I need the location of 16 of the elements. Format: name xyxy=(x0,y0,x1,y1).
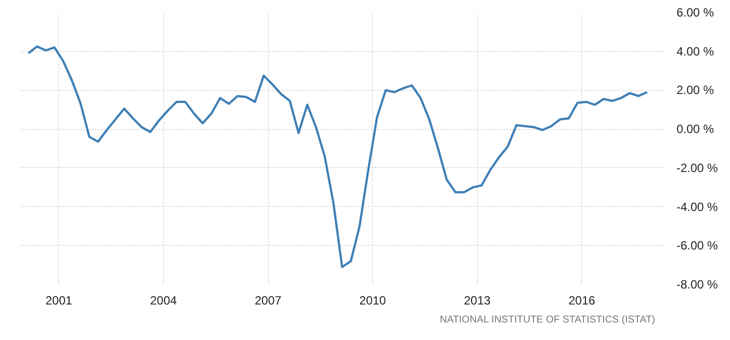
y-tick-label: 0.00 % xyxy=(676,122,714,136)
y-tick-label: -6.00 % xyxy=(676,238,718,253)
line-series xyxy=(27,45,648,268)
text: NATIONAL INSTITUTE OF STATISTICS (ISTAT) xyxy=(440,314,656,326)
y-tick-label: -2.00 % xyxy=(676,160,718,175)
x-tick-label: 2001 xyxy=(46,294,73,308)
x-tick-label: 2004 xyxy=(150,294,178,308)
y-tick-label: 4.00 % xyxy=(676,44,714,58)
x-tick-label: 2013 xyxy=(464,294,491,308)
y-tick-label: 6.00 % xyxy=(676,6,714,20)
x-tick-label: 2010 xyxy=(359,294,386,308)
y-tick-label: -8.00 % xyxy=(676,278,718,292)
x-tick-label: 2016 xyxy=(568,294,596,308)
y-tick-label: -4.00 % xyxy=(676,200,718,214)
x-tick-label: 2007 xyxy=(254,294,282,308)
y-tick-label: 2.00 % xyxy=(676,83,714,98)
